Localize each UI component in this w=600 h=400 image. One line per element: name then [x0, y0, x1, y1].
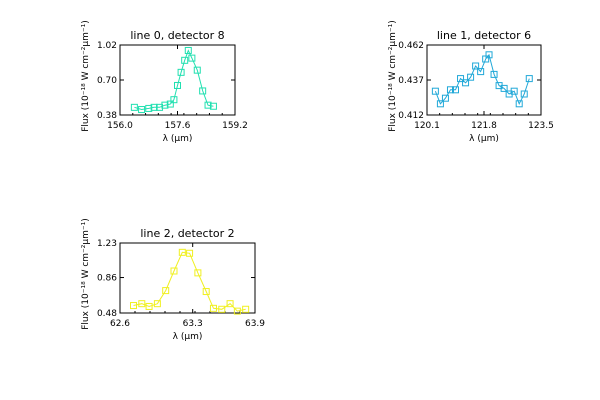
chart-panel-2: line 2, detector 2 62.6 63.3 63.9 0.48 0.86 1.…: [81, 218, 265, 342]
data-point: [446, 86, 454, 94]
data-point: [130, 302, 137, 310]
x-tick-label: 120.1: [414, 121, 440, 131]
data-point: [233, 307, 241, 315]
data-point: [178, 248, 186, 256]
y-tick-label: 0.48: [97, 309, 117, 319]
data-point: [174, 81, 181, 89]
y-tick-label: 1.23: [97, 239, 117, 249]
y-tick-label: 0.412: [398, 111, 424, 121]
chart-panel-1: line 1, detector 6 120.1 121.8 123.5 0.412 0.…: [388, 20, 554, 144]
series-line: [434, 53, 530, 106]
data-point: [515, 100, 523, 108]
data-point: [194, 269, 202, 277]
data-point: [199, 87, 207, 95]
y-tick-label: 0.86: [97, 274, 117, 284]
data-point: [452, 86, 459, 94]
data-point: [431, 87, 439, 95]
data-point: [145, 302, 153, 310]
data-point: [138, 300, 146, 308]
x-tick-label: 62.6: [110, 319, 130, 329]
data-point: [184, 46, 192, 54]
data-point: [170, 96, 178, 104]
data-point: [153, 300, 161, 308]
y-axis-label: Flux (10⁻¹⁸ W cm⁻²μm⁻¹): [388, 20, 398, 132]
data-point: [209, 102, 217, 110]
chart-panel-0: line 0, detector 8 156.0 157.6 159.2 0.38 0.7…: [81, 20, 248, 144]
data-point: [520, 90, 528, 98]
data-point: [490, 70, 498, 78]
data-point: [218, 305, 226, 313]
data-point: [457, 75, 465, 83]
x-tick-label: 156.0: [107, 121, 133, 131]
x-tick-label: 123.5: [528, 121, 554, 131]
y-tick-label: 0.38: [97, 111, 117, 121]
data-point: [202, 288, 210, 296]
data-point: [209, 304, 217, 312]
data-point: [138, 106, 146, 114]
y-tick-label: 0.70: [97, 76, 117, 86]
y-tick-label: 0.437: [398, 76, 424, 86]
data-point: [441, 94, 449, 102]
data-point: [161, 101, 169, 109]
data-point: [193, 66, 201, 74]
x-axis-label: λ (μm): [469, 134, 499, 144]
data-point: [500, 84, 508, 92]
data-point: [467, 73, 475, 81]
series-line: [133, 251, 246, 312]
data-point: [188, 54, 196, 62]
data-point: [156, 103, 164, 111]
y-axis-label: Flux (10⁻¹⁸ W cm⁻²μm⁻¹): [81, 218, 91, 330]
x-axis-label: λ (μm): [173, 332, 203, 342]
data-point: [145, 104, 153, 112]
data-point: [150, 103, 158, 111]
y-tick-label: 1.02: [97, 41, 117, 51]
chart-title: line 2, detector 2: [140, 227, 234, 240]
chart-title: line 1, detector 6: [437, 29, 531, 42]
data-point: [186, 249, 194, 257]
data-point: [226, 300, 234, 308]
data-point: [525, 75, 533, 83]
data-point: [436, 100, 444, 108]
data-point: [472, 62, 480, 70]
data-point: [242, 305, 250, 313]
x-tick-label: 63.9: [245, 319, 265, 329]
data-point: [166, 100, 174, 108]
data-point: [204, 101, 212, 109]
data-point: [477, 68, 485, 76]
x-tick-label: 159.2: [222, 121, 248, 131]
chart-title: line 0, detector 8: [130, 29, 224, 42]
y-tick-label: 0.462: [398, 41, 424, 51]
series-line: [134, 49, 214, 111]
data-point: [177, 68, 185, 76]
data-point: [462, 79, 470, 87]
data-point: [162, 287, 170, 295]
data-point: [485, 51, 493, 59]
data-point: [130, 103, 138, 111]
x-tick-label: 121.8: [471, 121, 497, 131]
data-point: [181, 56, 189, 64]
x-tick-label: 63.3: [183, 319, 203, 329]
y-axis-label: Flux (10⁻¹⁸ W cm⁻²μm⁻¹): [81, 20, 91, 132]
data-point: [170, 267, 178, 275]
x-tick-label: 157.6: [165, 121, 191, 131]
data-point: [510, 87, 518, 95]
x-axis-label: λ (μm): [163, 134, 193, 144]
